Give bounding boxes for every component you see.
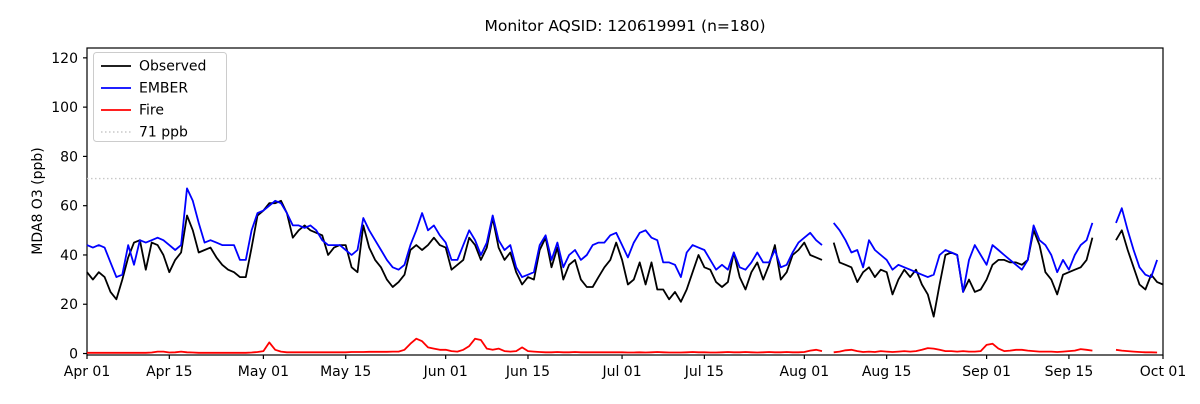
x-tick-label: Oct 01 (1140, 364, 1186, 380)
ember-line (86, 187, 1158, 293)
x-tick-label: Jul 15 (684, 364, 724, 380)
x-tick-label: Aug 15 (862, 364, 912, 380)
legend-item-fire: Fire (101, 103, 164, 119)
chart-title: Monitor AQSID: 120619991 (n=180) (484, 17, 765, 35)
x-tick-label: May 01 (238, 364, 289, 380)
legend-item-ember: EMBER (101, 81, 188, 97)
y-tick-label: 40 (60, 248, 78, 264)
x-tick-label: Jul 01 (601, 364, 641, 380)
legend-label-fire: Fire (139, 103, 164, 119)
x-tick-label: Apr 15 (146, 364, 192, 380)
y-tick-label: 60 (60, 199, 78, 215)
legend-item-threshold: 71 ppb (101, 125, 188, 141)
y-tick-label: 20 (60, 297, 78, 313)
plot-area: 0 20 40 60 80 100 120 Apr 01 Apr 15 May 01 May 15 J… (51, 51, 1186, 380)
y-axis-label: MDA8 O3 (ppb) (30, 147, 46, 255)
x-tick-label: Jun 01 (423, 364, 468, 380)
y-tick-label: 120 (51, 51, 78, 67)
observed-line (86, 199, 1164, 318)
legend-label-observed: Observed (139, 59, 206, 75)
legend-item-observed: Observed (101, 59, 206, 75)
legend-label-threshold: 71 ppb (139, 125, 188, 141)
y-tick-label: 80 (60, 149, 78, 165)
x-tick-label: Sep 15 (1045, 364, 1094, 380)
y-tick-label: 0 (69, 347, 78, 363)
x-tick-label: Aug 01 (780, 364, 830, 380)
x-tick-label: Apr 01 (64, 364, 110, 380)
legend: Observed EMBER Fire 71 ppb (93, 52, 227, 142)
fire-line (87, 337, 1158, 354)
plot-border (86, 47, 1164, 356)
x-tick-label: May 15 (320, 364, 371, 380)
x-tick-label: Jun 15 (505, 364, 550, 380)
y-tick-label: 100 (51, 100, 78, 116)
legend-box (93, 52, 227, 142)
x-tick-label: Sep 01 (962, 364, 1011, 380)
legend-label-ember: EMBER (139, 81, 188, 97)
